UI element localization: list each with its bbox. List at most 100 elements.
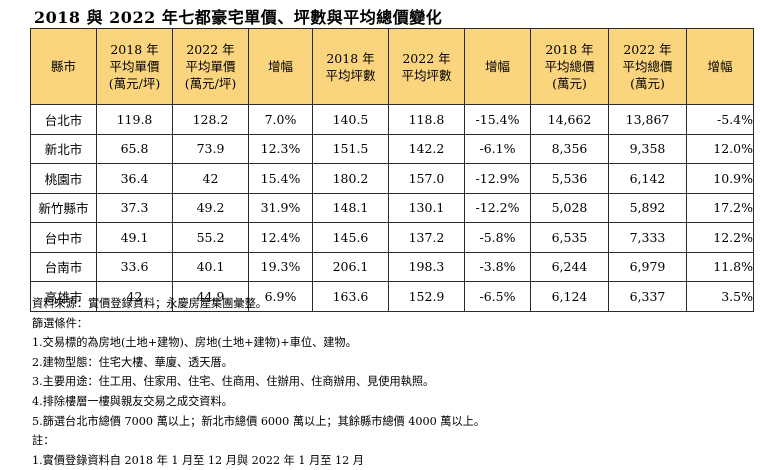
source-note: 資料來源：實價登錄資料；永慶房產集團彙整。: [32, 297, 267, 310]
cell-2022-total-price: 7,333: [608, 222, 687, 253]
header-line: (萬元): [552, 76, 587, 91]
cell-2022-total-price: 13,867: [608, 104, 687, 135]
cell-unit-price-growth: 15.4%: [248, 163, 313, 194]
cell-2022-total-price: 6,337: [608, 281, 687, 312]
cell-2018-area: 151.5: [312, 133, 389, 164]
header-county: 縣市: [30, 28, 97, 105]
header-line: 縣市: [50, 59, 76, 74]
cell-2018-area: 180.2: [312, 163, 389, 194]
cell-total-price-growth: -5.4%: [686, 104, 754, 135]
cell-2018-total-price: 14,662: [530, 104, 609, 135]
filter-item: 3.主要用途：住工用、住家用、住宅、住商用、住辦用、住商辦用、見使用執照。: [32, 375, 435, 389]
cell-area-growth: -15.4%: [464, 104, 531, 135]
header-total-price-growth: 增幅: [686, 28, 754, 105]
header-2018-unit-price: 2018 年 平均單價 (萬元/坪): [96, 28, 173, 105]
cell-2022-unit-price: 128.2: [172, 104, 249, 135]
cell-2022-unit-price: 49.2: [172, 192, 249, 223]
cell-area-growth: -12.9%: [464, 163, 531, 194]
cell-unit-price-growth: 12.3%: [248, 133, 313, 164]
cell-2022-area: 130.1: [388, 192, 465, 223]
cell-2022-area: 157.0: [388, 163, 465, 194]
header-area-growth: 增幅: [464, 28, 531, 105]
cell-county: 新北市: [30, 133, 97, 164]
cell-total-price-growth: 10.9%: [686, 163, 754, 194]
cell-area-growth: -3.8%: [464, 251, 531, 282]
data-table: 縣市 2018 年 平均單價 (萬元/坪) 2022 年 平均單價 (萬元/坪)…: [30, 28, 754, 312]
header-line: 平均總價: [622, 59, 673, 74]
header-line: (萬元): [630, 76, 665, 91]
cell-area-growth: -6.1%: [464, 133, 531, 164]
cell-total-price-growth: 11.8%: [686, 251, 754, 282]
table-row: 桃園市 36.4 42 15.4% 180.2 157.0 -12.9% 5,5…: [30, 163, 754, 194]
cell-2018-area: 140.5: [312, 104, 389, 135]
cell-2018-unit-price: 33.6: [96, 251, 173, 282]
remark-heading: 註：: [32, 434, 55, 448]
page-title: 2018 與 2022 年七都豪宅單價、坪數與平均總價變化: [34, 8, 443, 27]
header-line: 平均坪數: [325, 67, 376, 83]
header-unit-price-growth: 增幅: [248, 28, 313, 105]
cell-2018-unit-price: 49.1: [96, 222, 173, 253]
cell-2022-total-price: 6,979: [608, 251, 687, 282]
header-line: 增幅: [707, 59, 733, 74]
header-line: (萬元/坪): [184, 76, 237, 91]
header-line: 2018 年: [326, 50, 375, 66]
table-row: 新竹縣市 37.3 49.2 31.9% 148.1 130.1 -12.2% …: [30, 192, 754, 223]
filter-item: 4.排除樓層一樓與親友交易之成交資料。: [32, 394, 233, 408]
cell-county: 台南市: [30, 251, 97, 282]
header-line: 2018 年: [110, 42, 159, 57]
cell-2018-total-price: 5,028: [530, 192, 609, 223]
table-row: 高雄市 42 44.9 6.9% 163.6 152.9 -6.5% 6,124…: [30, 281, 754, 312]
cell-unit-price-growth: 7.0%: [248, 104, 313, 135]
cell-2022-area: 137.2: [388, 222, 465, 253]
cell-county: 台北市: [30, 104, 97, 135]
cell-2022-total-price: 9,358: [608, 133, 687, 164]
cell-2022-area: 118.8: [388, 104, 465, 135]
header-line: 增幅: [267, 59, 293, 74]
filter-item: 5.篩選台北市總價 7000 萬以上；新北市總價 6000 萬以上；其餘縣市總價…: [32, 414, 486, 428]
cell-2018-area: 148.1: [312, 192, 389, 223]
header-row: 縣市 2018 年 平均單價 (萬元/坪) 2022 年 平均單價 (萬元/坪)…: [30, 28, 754, 105]
remark-item: 1.實價登錄資料自 2018 年 1 月至 12 月與 2022 年 1 月至 …: [32, 453, 364, 467]
header-line: 增幅: [484, 59, 510, 74]
table-row: 台南市 33.6 40.1 19.3% 206.1 198.3 -3.8% 6,…: [30, 251, 754, 282]
header-line: 2022 年: [186, 42, 235, 57]
header-line: 2022 年: [623, 42, 672, 57]
cell-2018-unit-price: 36.4: [96, 163, 173, 194]
cell-2018-unit-price: 42: [96, 281, 173, 312]
table-row: 台北市 119.8 128.2 7.0% 140.5 118.8 -15.4% …: [30, 104, 754, 135]
cell-2018-total-price: 6,535: [530, 222, 609, 253]
cell-county: 高雄市: [30, 281, 97, 312]
cell-unit-price-growth: 6.9%: [248, 281, 313, 312]
cell-2018-total-price: 8,356: [530, 133, 609, 164]
cell-county: 台中市: [30, 222, 97, 253]
header-line: 平均總價: [544, 59, 595, 74]
cell-2022-total-price: 6,142: [608, 163, 687, 194]
cell-county: 桃園市: [30, 163, 97, 194]
filter-item: 1.交易標的為房地(土地+建物)、房地(土地+建物)+車位、建物。: [32, 336, 357, 350]
cell-2018-area: 206.1: [312, 251, 389, 282]
cell-area-growth: -5.8%: [464, 222, 531, 253]
header-2022-total-price: 2022 年 平均總價 (萬元): [608, 28, 687, 105]
cell-2022-unit-price: 42: [172, 163, 249, 194]
cell-2022-area: 198.3: [388, 251, 465, 282]
cell-total-price-growth: 17.2%: [686, 192, 754, 223]
footnotes: 資料來源：實價登錄資料；永慶房產集團彙整。 篩選條件： 1.交易標的為房地(土地…: [32, 294, 485, 470]
cell-area-growth: -6.5%: [464, 281, 531, 312]
header-line: 平均單價: [109, 59, 160, 74]
header-2022-area: 2022 年 平均坪數: [388, 28, 465, 105]
header-line: 2018 年: [545, 42, 594, 57]
cell-county: 新竹縣市: [30, 192, 97, 223]
header-2018-area: 2018 年 平均坪數: [312, 28, 389, 105]
cell-unit-price-growth: 31.9%: [248, 192, 313, 223]
cell-2022-area: 142.2: [388, 133, 465, 164]
cell-2018-total-price: 6,124: [530, 281, 609, 312]
cell-2022-unit-price: 55.2: [172, 222, 249, 253]
header-line: 2022 年: [402, 50, 451, 66]
cell-2022-unit-price: 40.1: [172, 251, 249, 282]
table-row: 新北市 65.8 73.9 12.3% 151.5 142.2 -6.1% 8,…: [30, 133, 754, 164]
header-line: 平均坪數: [401, 67, 452, 83]
filter-heading: 篩選條件：: [32, 316, 88, 330]
cell-total-price-growth: 12.2%: [686, 222, 754, 253]
cell-2018-total-price: 6,244: [530, 251, 609, 282]
cell-total-price-growth: 3.5%: [686, 281, 754, 312]
